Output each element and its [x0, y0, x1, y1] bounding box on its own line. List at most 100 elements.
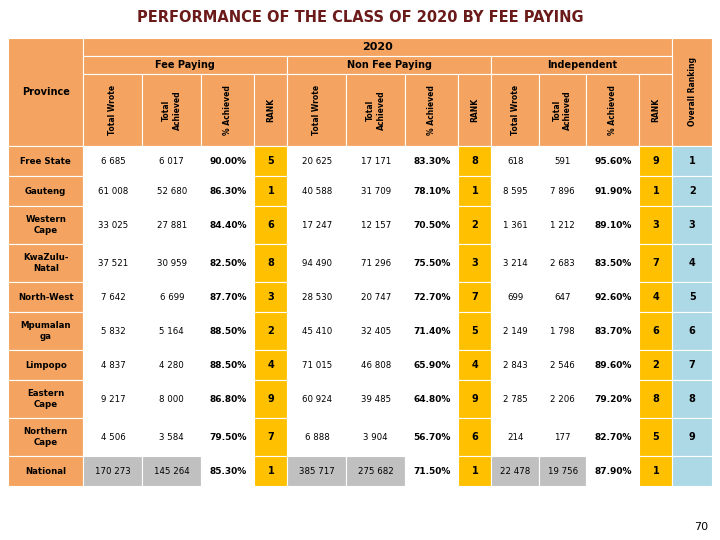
Text: Total
Achieved: Total Achieved	[553, 90, 572, 130]
Bar	[254, 244, 287, 282]
Text: % Achieved: % Achieved	[223, 85, 233, 135]
Text: 32 405: 32 405	[361, 327, 391, 335]
Text: Mpumalan
ga: Mpumalan ga	[20, 321, 71, 341]
Bar	[639, 418, 672, 456]
Bar	[639, 176, 672, 206]
Text: 8: 8	[268, 258, 274, 268]
Bar	[254, 380, 287, 418]
Bar	[586, 456, 639, 486]
Bar	[492, 418, 539, 456]
Bar	[586, 146, 639, 176]
Bar	[346, 146, 405, 176]
Text: 40 588: 40 588	[302, 186, 332, 195]
Bar	[459, 206, 492, 244]
Text: 2 149: 2 149	[503, 327, 528, 335]
Bar	[492, 380, 539, 418]
Text: Gauteng: Gauteng	[25, 186, 66, 195]
Bar	[639, 74, 672, 146]
Bar	[287, 206, 346, 244]
Text: 385 717: 385 717	[299, 467, 335, 476]
Text: 618: 618	[507, 157, 523, 165]
Text: 1 212: 1 212	[550, 220, 575, 230]
Bar	[84, 456, 143, 486]
Text: Independent: Independent	[547, 60, 617, 70]
Text: 4: 4	[689, 258, 696, 268]
Text: 8: 8	[472, 156, 478, 166]
Bar	[459, 312, 492, 350]
Text: RANK: RANK	[266, 98, 276, 122]
Bar	[539, 146, 586, 176]
Text: 647: 647	[554, 293, 571, 301]
Bar	[84, 56, 287, 74]
Text: 3 584: 3 584	[159, 433, 184, 442]
Bar	[287, 74, 346, 146]
Bar	[84, 282, 143, 312]
Bar	[202, 244, 254, 282]
Text: % Achieved: % Achieved	[428, 85, 436, 135]
Bar	[346, 206, 405, 244]
Text: 92.60%: 92.60%	[594, 293, 631, 301]
Text: 1: 1	[268, 186, 274, 196]
Text: 12 157: 12 157	[361, 220, 391, 230]
Bar	[287, 380, 346, 418]
Bar	[202, 176, 254, 206]
Text: 6: 6	[652, 326, 660, 336]
Bar	[8, 146, 84, 176]
Bar	[672, 418, 712, 456]
Bar	[539, 456, 586, 486]
Text: 1: 1	[689, 156, 696, 166]
Text: 52 680: 52 680	[157, 186, 187, 195]
Text: 84.40%: 84.40%	[209, 220, 246, 230]
Bar	[672, 206, 712, 244]
Bar	[254, 350, 287, 380]
Bar	[405, 176, 459, 206]
Text: 85.30%: 85.30%	[210, 467, 246, 476]
Text: 1: 1	[652, 186, 660, 196]
Text: 4: 4	[652, 292, 660, 302]
Text: 95.60%: 95.60%	[594, 157, 631, 165]
Text: 70.50%: 70.50%	[413, 220, 451, 230]
Bar	[639, 244, 672, 282]
Bar	[405, 350, 459, 380]
Text: 79.20%: 79.20%	[594, 395, 631, 403]
Text: 83.70%: 83.70%	[594, 327, 631, 335]
Bar	[254, 418, 287, 456]
Text: Limpopo: Limpopo	[24, 361, 67, 369]
Bar	[8, 350, 84, 380]
Bar	[586, 312, 639, 350]
Bar	[539, 206, 586, 244]
Bar	[405, 312, 459, 350]
Text: 17 247: 17 247	[302, 220, 332, 230]
Text: 4: 4	[268, 360, 274, 370]
Bar	[8, 418, 84, 456]
Text: 7: 7	[689, 360, 696, 370]
Text: 8: 8	[652, 394, 660, 404]
Text: 5 832: 5 832	[101, 327, 125, 335]
Text: 699: 699	[507, 293, 523, 301]
Text: 22 478: 22 478	[500, 467, 531, 476]
Text: 89.60%: 89.60%	[594, 361, 631, 369]
Text: 170 273: 170 273	[95, 467, 131, 476]
Bar	[539, 380, 586, 418]
Text: North-West: North-West	[18, 293, 73, 301]
Text: 91.90%: 91.90%	[594, 186, 631, 195]
Text: 72.70%: 72.70%	[413, 293, 451, 301]
Text: 214: 214	[507, 433, 523, 442]
Bar	[639, 350, 672, 380]
Text: 71.50%: 71.50%	[413, 467, 451, 476]
Text: 5: 5	[268, 156, 274, 166]
Text: 7 642: 7 642	[101, 293, 125, 301]
Text: 6: 6	[472, 432, 478, 442]
Bar	[202, 74, 254, 146]
Text: Total Wrote: Total Wrote	[109, 85, 117, 135]
Bar	[8, 206, 84, 244]
Text: 71 296: 71 296	[361, 259, 391, 267]
Bar	[586, 350, 639, 380]
Bar	[539, 418, 586, 456]
Text: 87.70%: 87.70%	[209, 293, 246, 301]
Text: 60 924: 60 924	[302, 395, 332, 403]
Text: 2 546: 2 546	[550, 361, 575, 369]
Text: 4 506: 4 506	[101, 433, 125, 442]
Text: 9: 9	[268, 394, 274, 404]
Text: 2 843: 2 843	[503, 361, 528, 369]
